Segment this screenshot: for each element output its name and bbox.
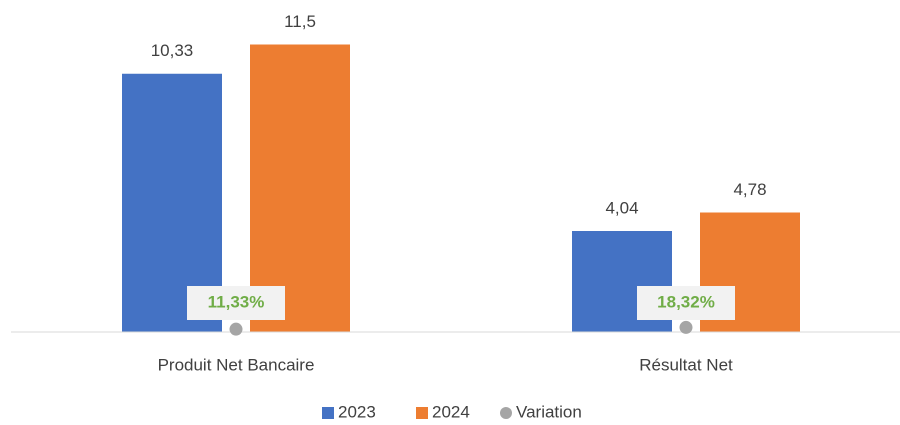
data-label: 11,33% — [208, 292, 265, 311]
data-label-box — [637, 286, 735, 320]
data-label: 4,78 — [733, 180, 766, 199]
legend-label: Variation — [516, 402, 582, 421]
data-label: 18,32% — [657, 292, 715, 311]
x-tick-label: Produit Net Bancaire — [158, 355, 315, 374]
bar — [250, 44, 350, 332]
legend-marker — [322, 407, 334, 419]
variation-point — [229, 322, 243, 336]
legend-marker — [500, 407, 512, 419]
data-label: 4,04 — [605, 198, 638, 217]
data-label-box — [187, 286, 285, 320]
legend-marker — [416, 407, 428, 419]
x-tick-label: Résultat Net — [639, 355, 733, 374]
data-label: 11,5 — [284, 12, 316, 31]
legend-label: 2023 — [338, 402, 376, 421]
legend-label: 2024 — [432, 402, 470, 421]
variation-point — [679, 320, 693, 334]
data-label: 10,33 — [151, 41, 194, 60]
